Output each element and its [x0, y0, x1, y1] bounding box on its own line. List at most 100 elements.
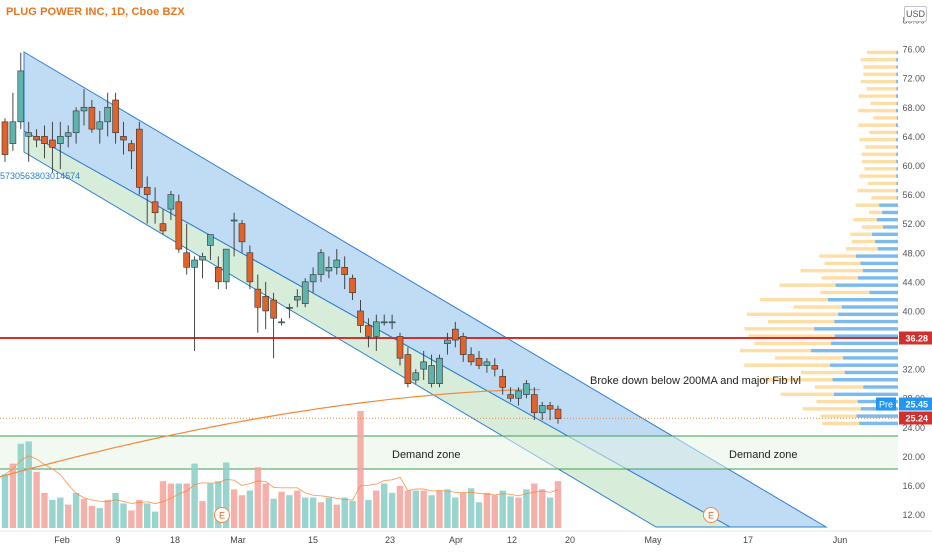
candle[interactable]: [254, 288, 262, 308]
candle[interactable]: [33, 136, 40, 141]
candle[interactable]: [554, 408, 562, 419]
volume-profile-bar: [871, 196, 897, 200]
volume-bar: [136, 499, 143, 528]
volume-bar: [9, 463, 17, 528]
volume-bar: [80, 498, 88, 528]
volume-bar: [365, 499, 372, 528]
candle[interactable]: [64, 132, 72, 137]
candle[interactable]: [9, 121, 17, 144]
candle[interactable]: [325, 266, 333, 272]
candle[interactable]: [41, 136, 48, 144]
volume-profile-bar: [859, 138, 897, 142]
candle[interactable]: [175, 201, 183, 250]
candle[interactable]: [309, 274, 317, 283]
candle[interactable]: [365, 325, 372, 337]
candle[interactable]: [301, 281, 309, 304]
y-tick-label: 76.00: [902, 45, 925, 55]
candle[interactable]: [72, 110, 80, 134]
candle[interactable]: [262, 296, 270, 312]
volume-bar: [317, 502, 325, 528]
candle[interactable]: [475, 357, 483, 366]
candle[interactable]: [17, 70, 25, 123]
candle[interactable]: [396, 336, 404, 359]
candle[interactable]: [278, 321, 285, 324]
candle[interactable]: [270, 299, 277, 319]
candle[interactable]: [25, 132, 33, 137]
candle[interactable]: [88, 106, 96, 130]
ma200-line[interactable]: [0, 388, 541, 478]
candle[interactable]: [49, 139, 56, 148]
candle[interactable]: [515, 390, 522, 399]
candle[interactable]: [372, 321, 380, 337]
volume-profile-bar-value: [896, 72, 898, 76]
candle[interactable]: [286, 307, 293, 309]
candle[interactable]: [388, 321, 396, 324]
candle[interactable]: [191, 259, 198, 268]
candle[interactable]: [183, 252, 190, 268]
earnings-marker[interactable]: [214, 507, 230, 523]
candle[interactable]: [467, 354, 475, 363]
candle[interactable]: [349, 277, 356, 294]
volume-bar: [270, 498, 277, 528]
candle[interactable]: [238, 223, 246, 243]
candle[interactable]: [207, 234, 214, 246]
candle[interactable]: [136, 128, 143, 188]
earnings-marker[interactable]: [703, 507, 719, 523]
candle[interactable]: [380, 321, 388, 324]
volume-profile-bar-value: [882, 210, 898, 215]
volume-profile-bar: [858, 94, 897, 98]
candle[interactable]: [499, 376, 507, 388]
candle[interactable]: [128, 143, 135, 152]
candle[interactable]: [230, 219, 238, 222]
volume-bar: [223, 462, 230, 528]
candle[interactable]: [159, 223, 167, 232]
volume-bar: [444, 489, 451, 528]
candle[interactable]: [222, 248, 230, 283]
y-tick-label: 32.00: [902, 365, 925, 375]
candle[interactable]: [436, 357, 443, 384]
candle[interactable]: [357, 310, 364, 326]
candle[interactable]: [104, 106, 111, 123]
candle[interactable]: [507, 394, 514, 399]
candle[interactable]: [56, 136, 64, 144]
candle[interactable]: [317, 252, 325, 275]
candle[interactable]: [404, 354, 412, 384]
volume-bar: [475, 502, 483, 528]
demand-zone[interactable]: [0, 436, 898, 469]
volume-profile-bar-value: [896, 196, 898, 200]
candle[interactable]: [96, 121, 104, 130]
candle[interactable]: [120, 136, 127, 141]
candle[interactable]: [143, 186, 151, 195]
candle[interactable]: [451, 328, 459, 341]
candle[interactable]: [1, 121, 9, 155]
candle[interactable]: [333, 259, 341, 268]
candle[interactable]: [523, 383, 530, 395]
candle[interactable]: [538, 405, 546, 414]
candle[interactable]: [246, 252, 254, 283]
candle[interactable]: [167, 194, 175, 210]
candle[interactable]: [412, 372, 420, 381]
candle[interactable]: [530, 394, 538, 414]
candle[interactable]: [546, 405, 554, 410]
volume-profile-bar-value: [832, 378, 898, 382]
candle[interactable]: [199, 256, 206, 261]
candle[interactable]: [491, 365, 499, 370]
candle[interactable]: [428, 365, 435, 384]
volume-profile-bar: [779, 283, 836, 287]
candle[interactable]: [459, 336, 467, 355]
candle[interactable]: [483, 361, 491, 366]
volume-bar: [460, 492, 467, 528]
candle[interactable]: [341, 266, 349, 275]
candle[interactable]: [444, 339, 451, 344]
candle[interactable]: [151, 201, 159, 214]
candle[interactable]: [112, 99, 119, 134]
candle[interactable]: [293, 296, 301, 301]
volume-bar: [1, 474, 9, 528]
candle[interactable]: [80, 106, 88, 112]
candle[interactable]: [215, 266, 222, 283]
candle[interactable]: [420, 361, 428, 370]
volume-profile-bar: [857, 188, 896, 193]
currency-button[interactable]: USD: [904, 6, 927, 22]
